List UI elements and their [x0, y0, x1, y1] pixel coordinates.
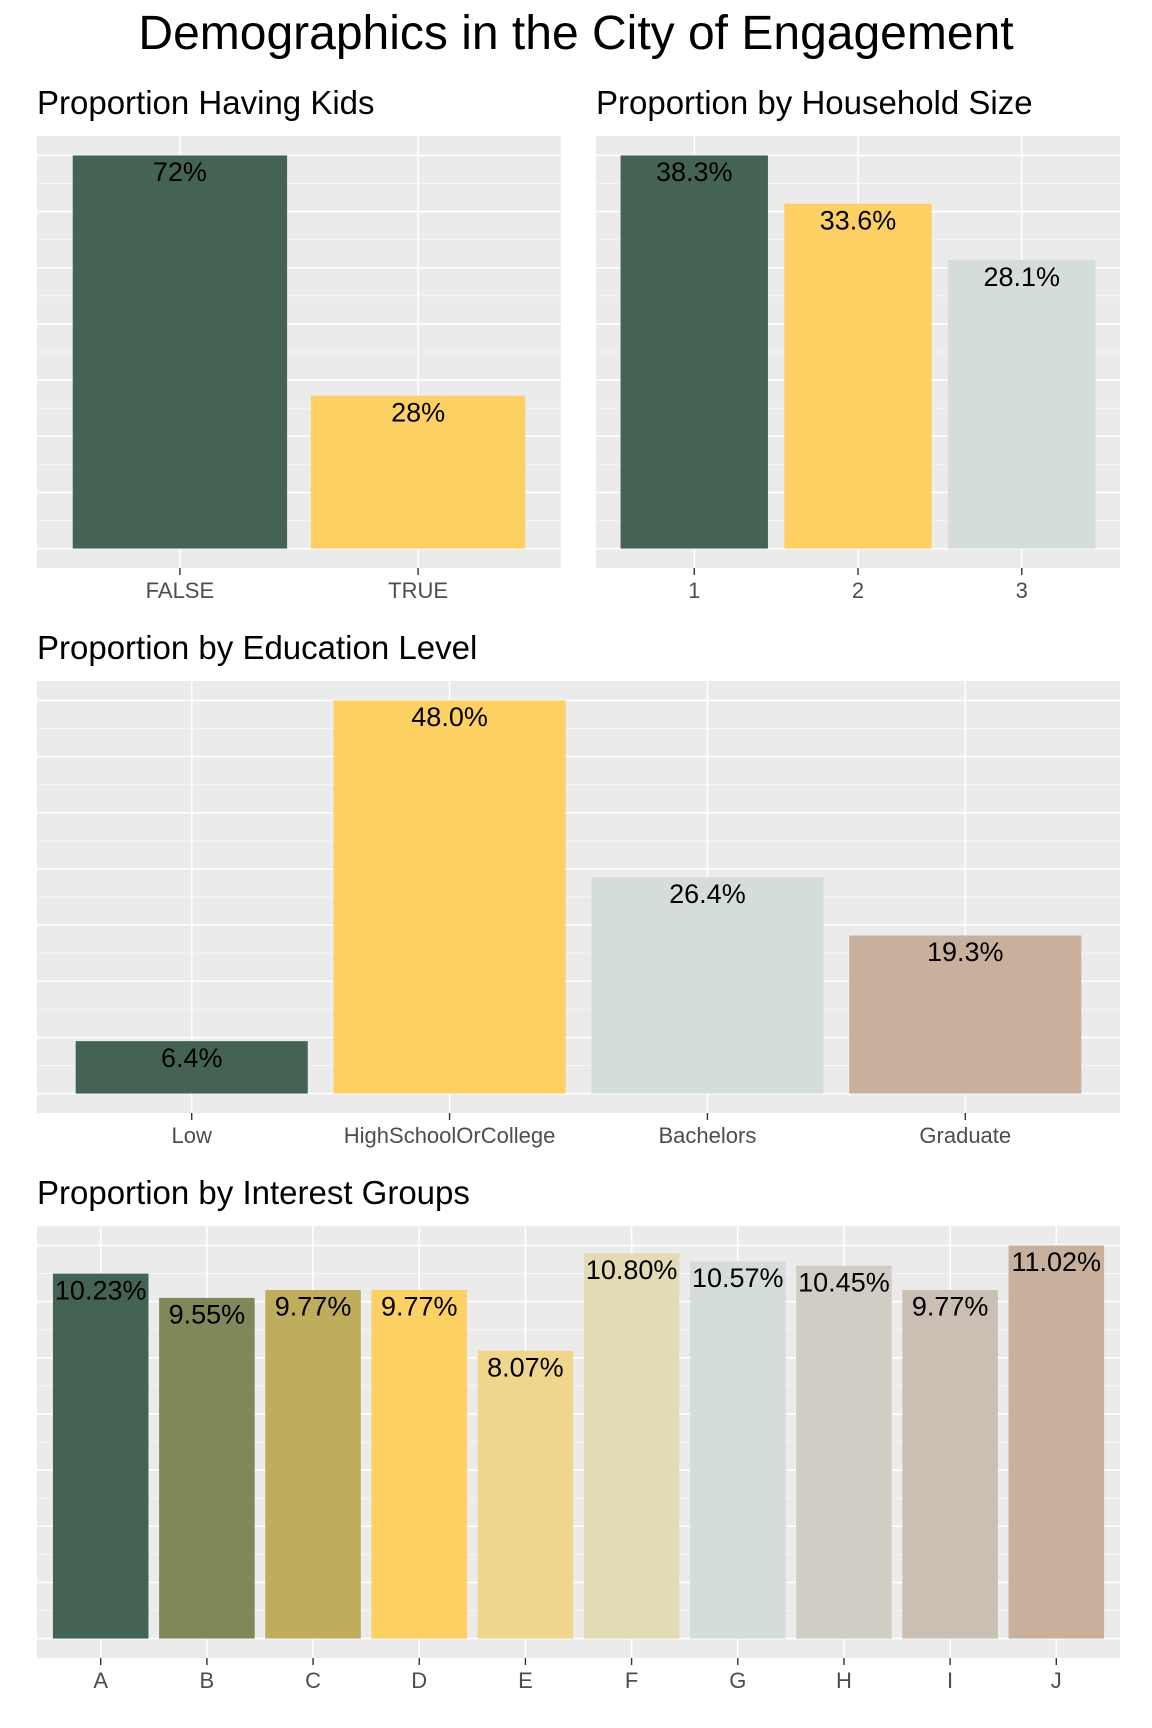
bar-e — [477, 1350, 574, 1639]
x-tick-label-h: H — [835, 1668, 852, 1693]
x-tick-label-true: TRUE — [388, 578, 449, 603]
x-tick-label-i: I — [947, 1668, 954, 1693]
data-label-c: 9.77% — [275, 1292, 352, 1322]
x-tick-label-1: 1 — [688, 578, 701, 603]
panel-title-kids: Proportion Having Kids — [37, 84, 375, 121]
bar-false — [72, 155, 288, 549]
data-label-a: 10.23% — [55, 1275, 147, 1305]
x-tick-label-highschoolorcollege: HighSchoolOrCollege — [343, 1123, 556, 1148]
x-tick-label-d: D — [411, 1668, 428, 1693]
x-tick-label-c: C — [305, 1668, 321, 1693]
x-tick-label-low: Low — [171, 1123, 212, 1148]
data-label-i: 9.77% — [912, 1292, 989, 1322]
bar-f — [583, 1253, 680, 1639]
household-panel: 38.3% 33.6% 28.1% 1 2 3 — [596, 136, 1120, 603]
education-bars-svg: 6.4% 48.0% 26.4% 19.3% — [37, 681, 1120, 1120]
bar-2 — [784, 203, 932, 549]
kids-panel: 72% 28% FALSE TRUE — [37, 136, 561, 603]
bar-i — [902, 1290, 998, 1639]
panel-title-interest: Proportion by Interest Groups — [37, 1174, 470, 1211]
data-label-2: 33.6% — [820, 205, 897, 235]
data-label-e: 8.07% — [487, 1352, 564, 1382]
data-label-f: 10.80% — [586, 1255, 678, 1285]
x-tick-label-3: 3 — [1015, 578, 1028, 603]
data-label-false: 72% — [153, 157, 207, 187]
interest-panel: 10.23% 9.55% 9.77% 9.77% 8.07% 10.80% 10.57% 10… — [37, 1226, 1120, 1693]
data-label-j: 11.02% — [1012, 1247, 1102, 1277]
education-panel: 6.4% 48.0% 26.4% 19.3% Low HighSchoolOrColleg… — [37, 681, 1120, 1148]
bar-a — [52, 1273, 149, 1639]
bar-1 — [620, 155, 768, 549]
data-label-d: 9.77% — [381, 1292, 458, 1322]
x-tick-label-bachelors: Bachelors — [658, 1123, 757, 1148]
data-label-graduate: 19.3% — [927, 937, 1004, 967]
main-title: Demographics in the City of Engagement — [138, 7, 1014, 60]
x-tick-label-false: FALSE — [145, 578, 215, 603]
bar-low — [75, 1041, 308, 1094]
x-tick-label-j: J — [1050, 1668, 1062, 1693]
data-label-g: 10.57% — [692, 1263, 784, 1293]
bar-j — [1008, 1245, 1105, 1639]
interest-bars-svg: 10.23% 9.55% 9.77% 9.77% 8.07% 10.80% 10.57% 10… — [37, 1226, 1120, 1665]
data-label-low: 6.4% — [161, 1043, 223, 1073]
bar-graduate — [849, 935, 1082, 1094]
bar-d — [371, 1290, 468, 1639]
x-tick-label-2: 2 — [851, 578, 865, 603]
household-bars-svg: 38.3% 33.6% 28.1% — [596, 136, 1120, 575]
data-label-bachelors: 26.4% — [669, 879, 746, 909]
panel-title-household: Proportion by Household Size — [596, 84, 1033, 121]
x-tick-label-a: A — [93, 1668, 109, 1693]
data-label-3: 28.1% — [983, 262, 1060, 292]
data-label-h: 10.45% — [798, 1267, 890, 1297]
x-tick-label-f: F — [624, 1668, 639, 1693]
bar-bachelors — [591, 877, 824, 1094]
x-tick-label-b: B — [199, 1668, 215, 1693]
bar-3 — [948, 260, 1096, 549]
bar-highschoolorcollege — [333, 700, 566, 1094]
panel-title-education: Proportion by Education Level — [37, 629, 478, 666]
bar-g — [689, 1261, 786, 1639]
data-label-1: 38.3% — [656, 157, 733, 187]
data-label-true: 28% — [391, 397, 445, 427]
bar-c — [265, 1290, 361, 1639]
bar-b — [159, 1297, 255, 1639]
x-tick-label-g: G — [729, 1668, 747, 1693]
data-label-highschoolorcollege: 48.0% — [411, 702, 488, 732]
kids-bars-svg: 72% 28% — [37, 136, 561, 575]
x-tick-label-graduate: Graduate — [919, 1123, 1012, 1148]
bar-true — [310, 395, 526, 549]
data-label-b: 9.55% — [169, 1300, 246, 1330]
bar-h — [796, 1265, 892, 1639]
x-tick-label-e: E — [518, 1668, 533, 1693]
